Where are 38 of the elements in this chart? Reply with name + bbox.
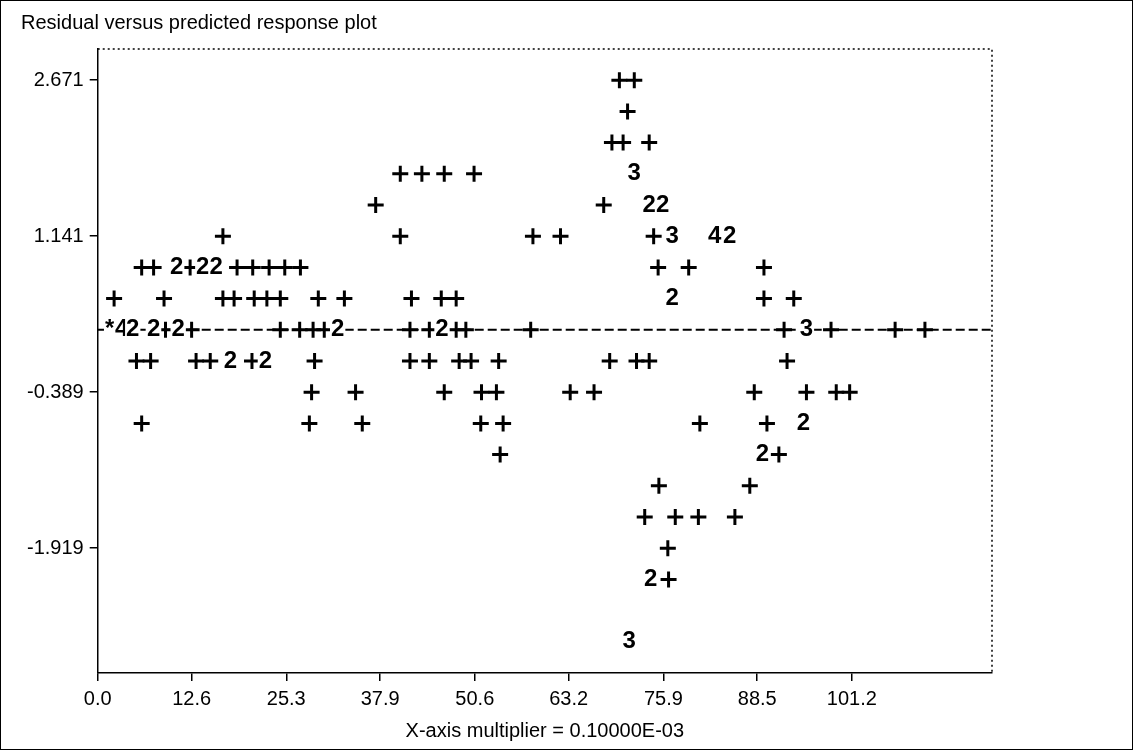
annotation: 2 (755, 439, 770, 467)
annotation: 3 (665, 220, 679, 248)
annotation: 2 (258, 345, 273, 373)
x-tick-label: 0.0 (83, 686, 112, 709)
annotation: 2 (722, 220, 737, 248)
annotation: 2 (223, 345, 238, 373)
annotation: 2 (665, 283, 679, 311)
annotation: * (104, 314, 115, 342)
x-tick-label: 50.6 (455, 686, 495, 709)
annotation: 3 (627, 158, 641, 186)
annotation: 2 (331, 314, 345, 342)
annotation: 2 (126, 314, 140, 342)
annotation: 2 (435, 314, 449, 342)
annotation: 2 (170, 252, 184, 280)
y-tick-label: -0.389 (26, 379, 84, 402)
annotation: 2 (196, 252, 210, 280)
x-tick-label: 75.9 (643, 686, 683, 709)
annotation: 2 (796, 408, 811, 436)
annotation: 2 (642, 189, 656, 217)
annotation: 2 (146, 314, 161, 342)
x-tick-label: 63.2 (549, 686, 589, 709)
annotation: 2 (644, 564, 658, 592)
chart-title: Residual versus predicted response plot (21, 10, 378, 33)
x-tick-label: 37.9 (360, 686, 400, 709)
x-tick-label: 25.3 (266, 686, 306, 709)
x-tick-label: 12.6 (172, 686, 212, 709)
annotation: 2 (209, 252, 223, 280)
y-tick-label: 2.671 (33, 67, 84, 90)
annotation: 3 (799, 314, 814, 342)
y-tick-label: -1.919 (26, 535, 84, 558)
annotation: 3 (622, 626, 636, 654)
x-tick-label: 88.5 (737, 686, 777, 709)
annotation: 4 (708, 220, 723, 248)
x-tick-label: 101.2 (826, 686, 877, 709)
annotation: 2 (171, 314, 185, 342)
annotation: 2 (655, 189, 670, 217)
x-axis-title: X-axis multiplier = 0.10000E-03 (405, 718, 685, 741)
y-tick-label: 1.141 (33, 223, 84, 246)
